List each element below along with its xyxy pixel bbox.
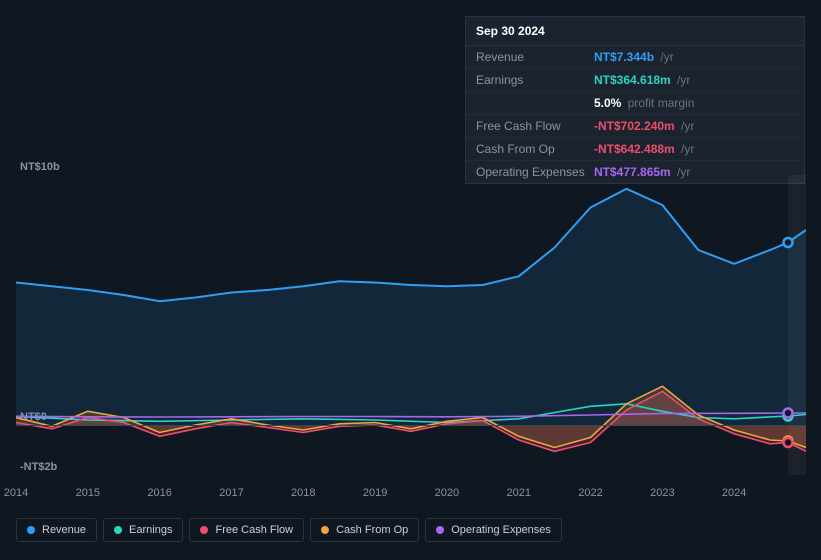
tooltip-metric-value: -NT$702.240m: [594, 119, 675, 133]
tooltip-row: EarningsNT$364.618m /yr: [466, 69, 804, 92]
tooltip-metric-value: 5.0%: [594, 96, 621, 110]
tooltip-metric-value: NT$364.618m: [594, 73, 671, 87]
chart-area: NT$10bNT$0-NT$2b 20142015201620172018201…: [16, 155, 806, 480]
tooltip-row: Free Cash Flow-NT$702.240m /yr: [466, 115, 804, 138]
legend-item[interactable]: Free Cash Flow: [189, 518, 304, 542]
legend-label: Operating Expenses: [451, 524, 551, 536]
y-axis-label: NT$10b: [20, 161, 60, 173]
legend-dot-icon: [200, 526, 208, 534]
tooltip-metric-label: Earnings: [476, 73, 594, 87]
x-axis-label: 2020: [435, 487, 459, 499]
legend-label: Cash From Op: [336, 524, 408, 536]
tooltip-metric-suffix: /yr: [657, 50, 674, 64]
x-axis-label: 2024: [722, 487, 746, 499]
tooltip-metric-label: Revenue: [476, 50, 594, 64]
tooltip-metric-label: Free Cash Flow: [476, 119, 594, 133]
legend-label: Revenue: [42, 524, 86, 536]
x-axis-label: 2016: [147, 487, 171, 499]
x-axis-label: 2017: [219, 487, 243, 499]
x-axis-label: 2019: [363, 487, 387, 499]
x-axis-label: 2021: [506, 487, 530, 499]
x-axis-label: 2014: [4, 487, 28, 499]
legend-item[interactable]: Cash From Op: [310, 518, 419, 542]
x-axis-label: 2022: [578, 487, 602, 499]
legend-label: Free Cash Flow: [215, 524, 293, 536]
legend-dot-icon: [27, 526, 35, 534]
tooltip-metric-label: Cash From Op: [476, 142, 594, 156]
legend-item[interactable]: Operating Expenses: [425, 518, 562, 542]
legend-dot-icon: [321, 526, 329, 534]
tooltip-metric-suffix: profit margin: [624, 96, 694, 110]
x-axis: 2014201520162017201820192020202120222023…: [16, 487, 806, 505]
legend-dot-icon: [114, 526, 122, 534]
tooltip-metric-suffix: /yr: [678, 119, 695, 133]
legend-item[interactable]: Earnings: [103, 518, 183, 542]
legend-item[interactable]: Revenue: [16, 518, 97, 542]
tooltip-date: Sep 30 2024: [466, 17, 804, 46]
tooltip-metric-value: NT$7.344b: [594, 50, 654, 64]
tooltip-metric-suffix: /yr: [674, 73, 691, 87]
tooltip-row: RevenueNT$7.344b /yr: [466, 46, 804, 69]
chart-legend: Revenue Earnings Free Cash Flow Cash From O…: [16, 518, 562, 542]
tooltip-metric-label: [476, 96, 594, 110]
x-axis-label: 2018: [291, 487, 315, 499]
legend-dot-icon: [436, 526, 444, 534]
tooltip-row: 5.0% profit margin: [466, 92, 804, 115]
tooltip-metric-value: -NT$642.488m: [594, 142, 675, 156]
x-axis-label: 2023: [650, 487, 674, 499]
tooltip-metric-suffix: /yr: [678, 142, 695, 156]
legend-label: Earnings: [129, 524, 172, 536]
x-axis-label: 2015: [76, 487, 100, 499]
zero-axis-line: [16, 425, 806, 426]
line-chart: [16, 175, 806, 475]
